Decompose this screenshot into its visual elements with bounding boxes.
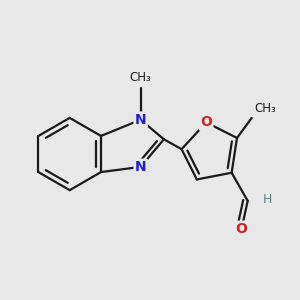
Text: CH₃: CH₃ [254, 102, 276, 115]
Text: O: O [200, 116, 212, 129]
Text: CH₃: CH₃ [130, 71, 152, 84]
Text: O: O [236, 222, 247, 236]
Text: H: H [262, 193, 272, 206]
Text: N: N [135, 160, 146, 174]
Text: N: N [135, 113, 146, 127]
